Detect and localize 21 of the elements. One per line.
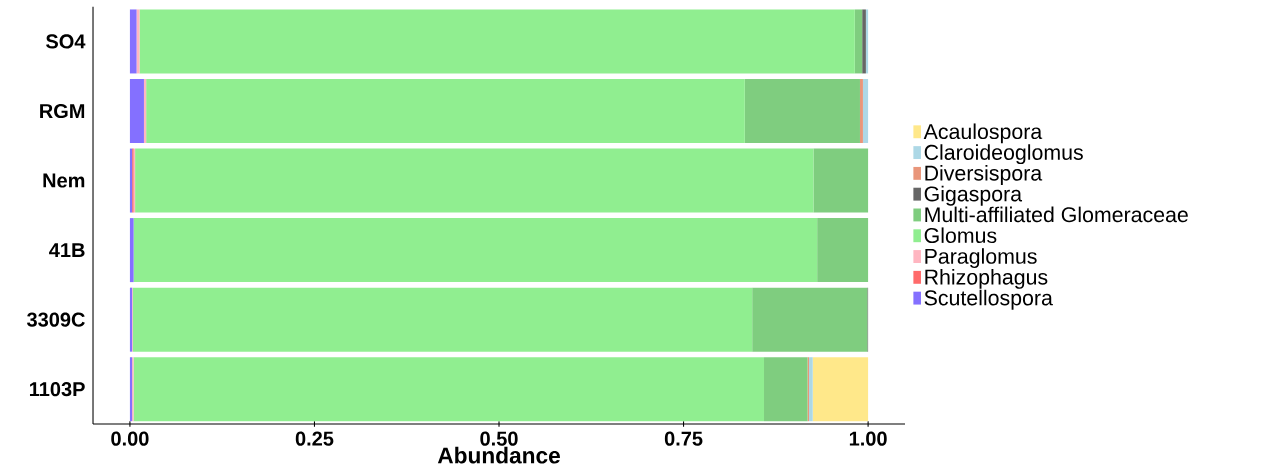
legend-label: Paraglomus	[925, 248, 1037, 269]
legend-label: Rhizophagus	[925, 268, 1048, 289]
x-axis-title: Abundance	[437, 446, 560, 464]
y-tick-label: 1103P	[29, 382, 85, 397]
legend-label: Multi-affiliated Glomeraceae	[925, 206, 1188, 223]
legend-label: Glomus	[924, 227, 997, 244]
x-tick-label: 1.00	[849, 431, 887, 446]
x-tick-label: 0.75	[664, 431, 703, 446]
y-tick-label: Nem	[43, 173, 85, 188]
legend-label: Scutellospora	[924, 289, 1053, 310]
legend-label: Diversispora	[925, 165, 1043, 185]
legend-label: Acaulospora	[923, 123, 1043, 144]
y-tick-label: SO4	[46, 34, 86, 49]
x-tick-label: 0.50	[480, 431, 518, 446]
y-tick-label: RGM	[40, 103, 85, 119]
y-tick-label: 3309C	[26, 312, 85, 327]
legend-label: Claroideoglomus	[924, 144, 1083, 165]
x-tick-label: 0.00	[111, 431, 149, 446]
y-tick-label: 41B	[49, 243, 85, 257]
legend-label: Gigaspora	[924, 185, 1023, 206]
x-tick-label: 0.25	[295, 431, 334, 446]
